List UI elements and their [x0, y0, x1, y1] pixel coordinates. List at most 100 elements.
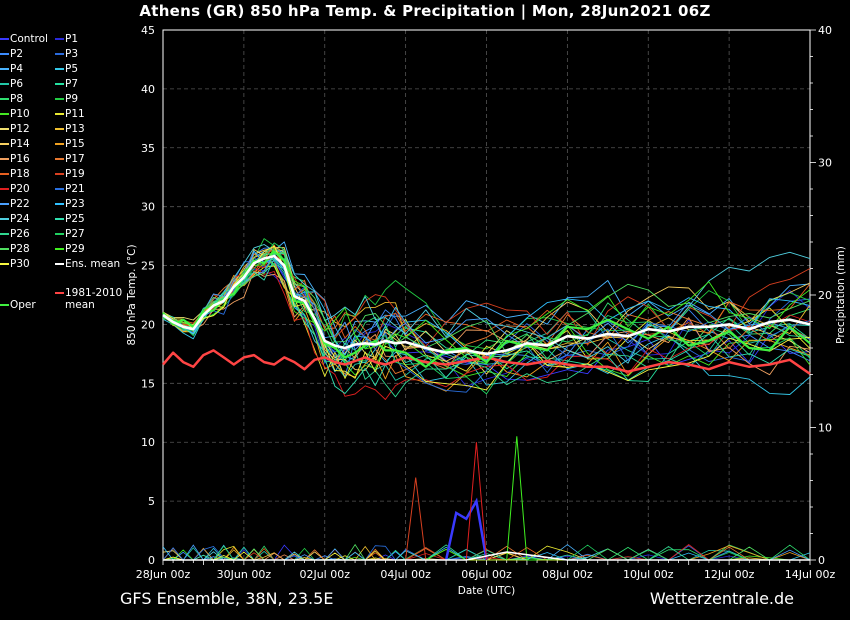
y-tick-label: 25 [141, 260, 155, 273]
y-tick-label: 40 [141, 83, 155, 96]
legend-label: P10 [10, 108, 30, 120]
chart-title: Athens (GR) 850 hPa Temp. & Precipitatio… [139, 2, 711, 20]
legend-swatch [55, 233, 64, 235]
legend-swatch [0, 263, 9, 265]
y-tick-label: 5 [148, 495, 155, 508]
temp-line-p30 [162, 245, 811, 391]
legend-label: P11 [65, 108, 85, 120]
axis-labels: 0 5 10 15 20 25 30 35 40 45 28Jun 00z 30Jun 00z 02Ju… [126, 24, 847, 597]
x-tick-label: 08Jul 00z [542, 568, 593, 581]
legend-swatch [55, 218, 64, 220]
y2-tick-label: 30 [818, 157, 832, 170]
legend-item: P27 [55, 228, 85, 240]
legend-item: P22 [0, 198, 30, 210]
legend-label: P2 [10, 48, 24, 60]
legend-label: P8 [10, 93, 24, 105]
legend-swatch [0, 158, 9, 160]
legend-item: P7 [55, 78, 78, 90]
temp-line-p16 [162, 270, 811, 376]
x-tick-label: 02Jul 00z [299, 568, 350, 581]
legend-label: P4 [10, 63, 24, 75]
legend-swatch [55, 188, 64, 190]
legend-label: P12 [10, 123, 30, 135]
y-tick-label: 15 [141, 377, 155, 390]
legend-item: Ens. mean [55, 258, 120, 270]
legend-label: P13 [65, 123, 85, 135]
legend-swatch [0, 113, 9, 115]
legend-label: P18 [10, 168, 30, 180]
temp-line-p15 [162, 260, 811, 392]
legend-swatch [0, 98, 9, 100]
legend-swatch [0, 173, 9, 175]
ens-mean-line [162, 254, 811, 356]
x-tick-label: 04Jul 00z [380, 568, 431, 581]
legend-label: P21 [65, 183, 85, 195]
legend-item: P29 [55, 243, 85, 255]
legend-label: P20 [10, 183, 30, 195]
y-tick-label: 35 [141, 142, 155, 155]
x-tick-label: 12Jul 00z [704, 568, 755, 581]
y2-tick-label: 0 [818, 554, 825, 567]
legend-item: P6 [0, 78, 23, 90]
legend-swatch [55, 113, 64, 115]
ens-mean-precip-line [163, 551, 810, 561]
legend-swatch [55, 83, 64, 85]
x-tick-label: 06Jul 00z [461, 568, 512, 581]
legend-label: P3 [65, 48, 79, 60]
legend-swatch [55, 53, 64, 55]
legend-label: Control [10, 33, 48, 45]
legend-swatch [0, 38, 9, 40]
legend-swatch [0, 143, 9, 145]
legend-swatch [0, 188, 9, 190]
legend-swatch [0, 248, 9, 250]
legend-swatch [55, 98, 64, 100]
legend-item: P25 [55, 213, 85, 225]
legend-item: P11 [55, 108, 85, 120]
legend-swatch [55, 203, 64, 205]
legend-item: P10 [0, 108, 30, 120]
legend-swatch [0, 53, 9, 55]
legend-item: P12 [0, 123, 30, 135]
legend-item: P19 [55, 168, 85, 180]
legend-swatch [0, 83, 9, 85]
legend-item: P15 [55, 138, 85, 150]
legend-label: P22 [10, 198, 30, 210]
temp-line-p19 [162, 249, 811, 347]
legend-item: P23 [55, 198, 85, 210]
legend-label: P7 [65, 78, 79, 90]
y-axis-label: 850 hPa Temp. (°C) [126, 244, 138, 345]
x-tick-label: 10Jul 00z [623, 568, 674, 581]
legend-label: P26 [10, 228, 30, 240]
legend-swatch [55, 128, 64, 130]
y-tick-label: 10 [141, 436, 155, 449]
y-tick-label: 20 [141, 318, 155, 331]
legend-item: P8 [0, 93, 23, 105]
legend-item: Control [0, 33, 48, 45]
y2-tick-label: 40 [818, 24, 832, 37]
x-tick-label: 30Jun 00z [217, 568, 272, 581]
legend-label: P1 [65, 33, 79, 45]
legend-label: P25 [65, 213, 85, 225]
legend-label: P27 [65, 228, 85, 240]
legend-label: P5 [65, 63, 79, 75]
legend-swatch [0, 128, 9, 130]
precip-spike-control [444, 497, 488, 561]
precip-spike-p19 [405, 477, 427, 561]
legend-item: P26 [0, 228, 30, 240]
legend-item: P1 [55, 33, 78, 45]
chart-axes [162, 29, 816, 565]
legend-swatch [0, 304, 9, 306]
source-label: Wetterzentrale.de [649, 589, 794, 608]
precip-spike-p20 [465, 442, 487, 561]
y-tick-label: 45 [141, 24, 155, 37]
x-tick-label: 14Jul 00z [785, 568, 836, 581]
legend-swatch [55, 38, 64, 40]
legend-item: P14 [0, 138, 30, 150]
legend-item: P17 [55, 153, 85, 165]
legend-label: P30 [10, 258, 30, 270]
legend-label: P24 [10, 213, 30, 225]
legend-label: P29 [65, 243, 85, 255]
legend-label: P17 [65, 153, 85, 165]
legend-item: 1981-2010 mean [55, 287, 122, 311]
